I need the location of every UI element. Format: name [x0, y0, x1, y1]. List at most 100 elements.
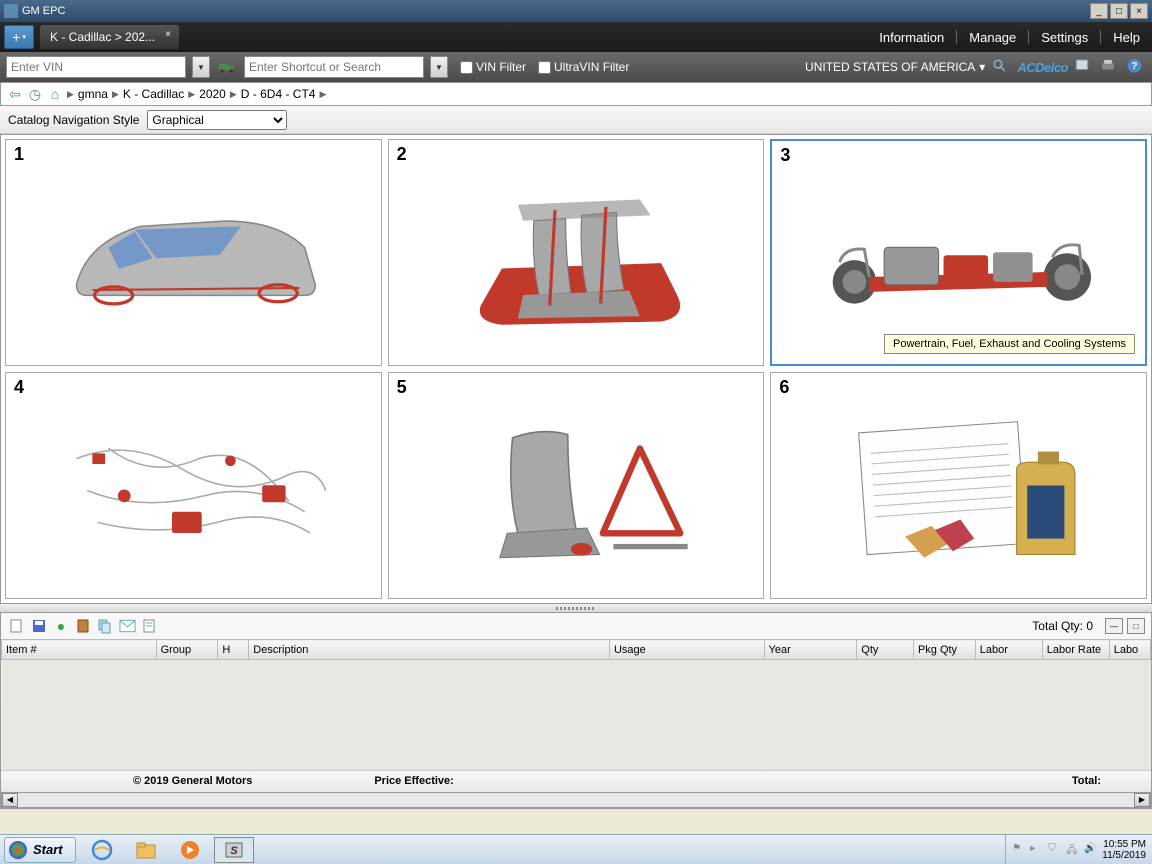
column-header[interactable]: Labor	[975, 640, 1042, 660]
vin-filter-checkbox[interactable]: VIN Filter	[460, 60, 526, 74]
maximize-button[interactable]: □	[1110, 3, 1128, 19]
back-icon[interactable]: ⇦	[7, 86, 23, 102]
clipboard-icon[interactable]	[73, 616, 93, 636]
accessories-illustration	[389, 373, 764, 598]
breadcrumb-gmna[interactable]: gmna	[78, 87, 108, 101]
cell-number: 3	[780, 145, 790, 166]
minimize-button[interactable]: _	[1090, 3, 1108, 19]
toolbar: ▼ ▼ VIN Filter UltraVIN Filter UNITED ST…	[0, 52, 1152, 82]
mail-icon[interactable]	[117, 616, 137, 636]
window-titlebar: GM EPC _ □ ×	[0, 0, 1152, 22]
close-button[interactable]: ×	[1130, 3, 1148, 19]
panel-maximize-button[interactable]: □	[1127, 618, 1145, 634]
menu-information[interactable]: Information	[867, 30, 956, 45]
history-icon[interactable]: ◷	[27, 86, 43, 102]
cell-number: 4	[14, 377, 24, 398]
region-dropdown[interactable]: UNITED STATES OF AMERICA ▾	[805, 60, 985, 74]
cell-number: 5	[397, 377, 407, 398]
chevron-down-icon: ▾	[979, 60, 985, 74]
search-input[interactable]	[244, 56, 424, 78]
svg-text:S: S	[230, 845, 238, 857]
splitter[interactable]	[0, 604, 1152, 612]
catalog-cell-1[interactable]: 1	[5, 139, 382, 366]
document-icon[interactable]	[1074, 58, 1094, 76]
tray-network-icon[interactable]: 🖧	[1066, 843, 1080, 857]
column-header[interactable]: Qty	[857, 640, 914, 660]
panel-minimize-button[interactable]: —	[1105, 618, 1123, 634]
copy-icon[interactable]	[95, 616, 115, 636]
menu-manage[interactable]: Manage	[957, 30, 1028, 45]
menu-help[interactable]: Help	[1101, 30, 1152, 45]
column-header[interactable]: Description	[249, 640, 610, 660]
cell-number: 1	[14, 144, 24, 165]
menu-settings[interactable]: Settings	[1029, 30, 1100, 45]
powertrain-illustration	[772, 141, 1145, 364]
tray-action-icon[interactable]: ▸	[1030, 843, 1044, 857]
tray-shield-icon[interactable]: ⛉	[1048, 843, 1062, 857]
horizontal-scrollbar[interactable]: ◀ ▶	[1, 792, 1151, 808]
nav-style-select[interactable]: Graphical	[147, 110, 287, 130]
breadcrumb-cadillac[interactable]: K - Cadillac	[123, 87, 184, 101]
parts-toolbar: ● Total Qty: 0 — □	[1, 613, 1151, 639]
catalog-cell-5[interactable]: 5	[388, 372, 765, 599]
save-icon[interactable]	[29, 616, 49, 636]
catalog-cell-6[interactable]: 6	[770, 372, 1147, 599]
column-header[interactable]: Item #	[2, 640, 157, 660]
cell-number: 2	[397, 144, 407, 165]
nav-style-row: Catalog Navigation Style Graphical	[0, 106, 1152, 134]
price-effective-label: Price Effective:	[374, 775, 737, 787]
catalog-grid: 1 2 3	[5, 139, 1147, 599]
acdelco-logo[interactable]: ACDelco	[1017, 60, 1068, 75]
scroll-right-icon[interactable]: ▶	[1134, 793, 1150, 807]
interior-illustration	[389, 140, 764, 365]
home-icon[interactable]: ⌂	[47, 86, 63, 102]
breadcrumb-bar: ⇦ ◷ ⌂ ▶ gmna ▶ K - Cadillac ▶ 2020 ▶ D -…	[0, 82, 1152, 106]
column-header[interactable]: Labor Rate	[1042, 640, 1109, 660]
column-header[interactable]: Pkg Qty	[913, 640, 975, 660]
svg-text:?: ?	[1131, 61, 1137, 72]
start-button[interactable]: Start	[4, 837, 76, 863]
search-dropdown-button[interactable]: ▼	[430, 56, 448, 78]
report-icon[interactable]	[139, 616, 159, 636]
vin-input[interactable]	[6, 56, 186, 78]
catalog-cell-2[interactable]: 2	[388, 139, 765, 366]
breadcrumb-2020[interactable]: 2020	[199, 87, 226, 101]
total-label: Total:	[738, 775, 1141, 787]
vehicle-icon[interactable]	[216, 57, 238, 77]
tray-flag-icon[interactable]: ⚑	[1012, 843, 1026, 857]
vin-dropdown-button[interactable]: ▼	[192, 56, 210, 78]
help-icon[interactable]: ?	[1126, 58, 1146, 76]
footer-row: © 2019 General Motors Price Effective: T…	[1, 770, 1151, 792]
catalog-grid-container: 1 2 3	[0, 134, 1152, 604]
column-header[interactable]: H	[218, 640, 249, 660]
parts-panel: ● Total Qty: 0 — □ Item #GroupHDescripti…	[0, 612, 1152, 809]
tray-volume-icon[interactable]: 🔊	[1084, 843, 1098, 857]
taskbar-media-icon[interactable]	[170, 837, 210, 863]
table-body-empty	[2, 660, 1151, 770]
taskbar-gmepc-icon[interactable]: S	[214, 837, 254, 863]
column-header[interactable]: Usage	[609, 640, 764, 660]
search-icon[interactable]	[991, 58, 1011, 76]
add-icon[interactable]: ●	[51, 616, 71, 636]
column-header[interactable]: Labo	[1109, 640, 1150, 660]
breadcrumb-ct4[interactable]: D - 6D4 - CT4	[241, 87, 316, 101]
column-header[interactable]: Year	[764, 640, 857, 660]
new-icon[interactable]	[7, 616, 27, 636]
body-illustration	[6, 140, 381, 365]
taskbar-explorer-icon[interactable]	[126, 837, 166, 863]
nav-style-label: Catalog Navigation Style	[8, 113, 139, 127]
tab-close-icon[interactable]: ×	[161, 27, 175, 41]
tab-label: K - Cadillac > 202...	[50, 30, 155, 44]
taskbar: Start S ⚑ ▸ ⛉ 🖧 🔊 10:55 PM 11/5/2019	[0, 834, 1152, 864]
ultravin-filter-checkbox[interactable]: UltraVIN Filter	[538, 60, 629, 74]
column-header[interactable]: Group	[156, 640, 218, 660]
new-tab-button[interactable]: +	[4, 25, 34, 49]
tab-cadillac[interactable]: K - Cadillac > 202... ×	[40, 25, 179, 49]
clock[interactable]: 10:55 PM 11/5/2019	[1102, 839, 1146, 861]
catalog-cell-3[interactable]: 3 Powertrain, Fuel, Exhaust and Cooling …	[770, 139, 1147, 366]
system-tray: ⚑ ▸ ⛉ 🖧 🔊 10:55 PM 11/5/2019	[1005, 835, 1152, 864]
print-icon[interactable]	[1100, 58, 1120, 76]
taskbar-ie-icon[interactable]	[82, 837, 122, 863]
catalog-cell-4[interactable]: 4	[5, 372, 382, 599]
scroll-left-icon[interactable]: ◀	[2, 793, 18, 807]
